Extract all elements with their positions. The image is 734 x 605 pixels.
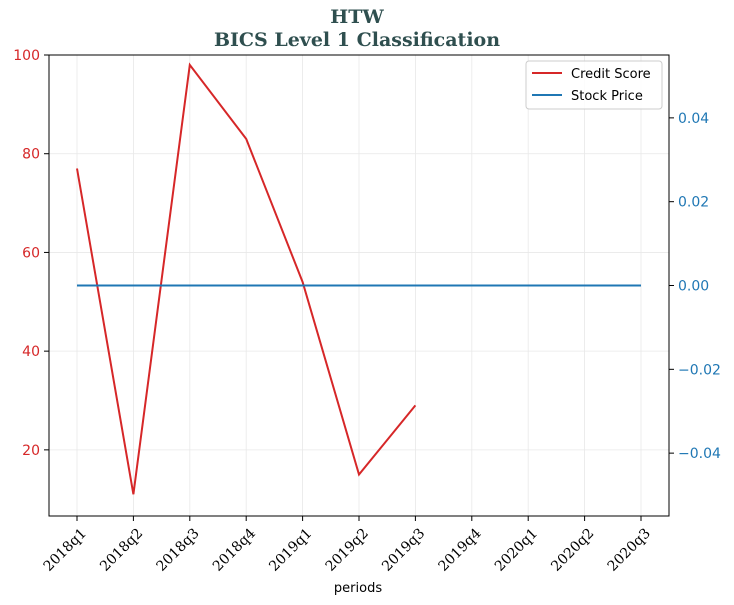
x-axis-label: periods	[334, 581, 382, 596]
right-tick-label: 0.00	[678, 279, 709, 295]
x-tick-label: 2018q4	[210, 525, 259, 574]
right-tick-label: 0.04	[678, 111, 709, 127]
left-tick-label: 100	[13, 48, 40, 64]
legend-label-0: Credit Score	[571, 67, 651, 82]
left-tick-label: 40	[22, 344, 40, 360]
right-y-axis: −0.04 −0.02 0.00 0.02 0.04	[669, 111, 721, 462]
x-tick-label: 2018q3	[153, 526, 202, 575]
x-tick-label: 2020q1	[492, 526, 541, 575]
right-tick-label: −0.04	[678, 446, 721, 462]
chart-title: HTW	[330, 6, 384, 28]
x-tick-label: 2018q1	[41, 526, 90, 575]
right-tick-label: −0.02	[678, 362, 721, 378]
left-tick-label: 60	[22, 245, 40, 261]
x-tick-label: 2020q3	[605, 526, 654, 575]
left-tick-label: 20	[22, 443, 40, 459]
x-tick-label: 2018q2	[97, 526, 146, 575]
left-tick-label: 80	[22, 147, 40, 163]
x-tick-label: 2020q2	[548, 526, 597, 575]
x-axis: 2018q1 2018q2 2018q3 2018q4 2019q1 2019q2 2019…	[41, 516, 654, 575]
left-y-axis: 20 40 60 80 100	[13, 48, 49, 459]
legend: Credit Score Stock Price	[525, 60, 663, 110]
chart-subtitle: BICS Level 1 Classification	[214, 29, 500, 51]
right-tick-label: 0.02	[678, 195, 709, 211]
series-layer	[76, 62, 641, 495]
series-line-0	[76, 62, 417, 495]
legend-label-1: Stock Price	[571, 89, 643, 104]
x-tick-label: 2019q2	[323, 526, 372, 575]
x-tick-label: 2019q3	[379, 526, 428, 575]
x-tick-label: 2019q4	[435, 525, 484, 574]
x-tick-label: 2019q1	[266, 526, 315, 575]
